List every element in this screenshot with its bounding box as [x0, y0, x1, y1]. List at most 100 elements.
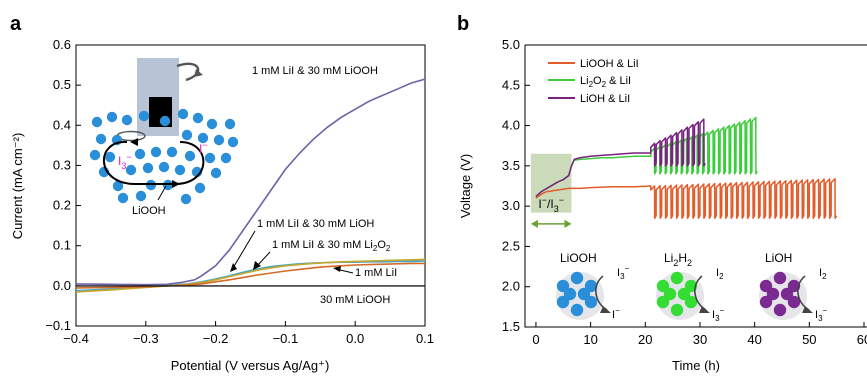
- b-insets: LiOOH Li2H2 LiOH I3− I− I2 I3− I2 I3−: [556, 251, 828, 323]
- a-particle: [158, 161, 170, 173]
- inset-liooh-label: LiOOH: [132, 205, 166, 217]
- a-ytick-label: 0.3: [53, 157, 71, 172]
- a-xtick-label: −0.3: [133, 331, 159, 346]
- b-inset-arrowhead-li2h2-icon: [699, 306, 710, 313]
- b-cluster-particle: [563, 287, 577, 301]
- b-cluster-particle: [556, 279, 570, 293]
- b-ylabel: Voltage (V): [458, 154, 473, 218]
- panel-label-b: b: [457, 13, 469, 35]
- b-series-li2o2_b: [535, 116, 758, 198]
- b-plot-frame: [524, 44, 867, 328]
- b-cluster-particle: [670, 303, 684, 317]
- a-particle: [213, 134, 225, 146]
- b-ytick-label: 1.5: [502, 319, 520, 334]
- b-cluster-particle: [570, 303, 584, 317]
- b-ytick-label: 4.0: [502, 118, 520, 133]
- a-particle: [117, 192, 129, 204]
- b-ytick-label: 3.0: [502, 198, 520, 213]
- a-particle: [159, 115, 171, 127]
- b-series: [535, 116, 838, 219]
- a-ylabel: Current (mA cm⁻²): [10, 133, 25, 240]
- b-inset-in-lioh: I2: [819, 267, 827, 281]
- b-cluster-particle: [584, 279, 598, 293]
- a-xtick-label: −0.1: [273, 331, 299, 346]
- b-cluster-particle: [773, 303, 787, 317]
- b-xtick-label: 10: [583, 332, 597, 347]
- a-pointer-li2o2lii-head-icon: [253, 261, 261, 270]
- cycle-arrowhead-right-icon: [172, 180, 180, 188]
- a-axis-labels: Potential (V versus Ag/Ag⁺) Current (mA …: [10, 133, 329, 373]
- b-ytick-label: 2.0: [502, 279, 520, 294]
- a-particle: [224, 118, 236, 130]
- inset-liooh-pointer: [157, 185, 167, 201]
- b-inset-out-liooh: I−: [612, 306, 620, 321]
- b-span-arrowhead-right-icon: [564, 219, 572, 228]
- a-pointer-liohlii: [232, 230, 256, 269]
- b-xtick-label: 60: [857, 332, 867, 347]
- inset-i-label: I−: [199, 140, 208, 156]
- b-cluster-particle: [577, 287, 591, 301]
- b-xtick-label: 20: [638, 332, 652, 347]
- b-cluster-particle: [684, 295, 698, 309]
- b-xtick-label: 30: [693, 332, 707, 347]
- b-cluster-particle: [773, 271, 787, 285]
- b-ytick-label: 3.5: [502, 158, 520, 173]
- b-xlabel: Time (h): [672, 358, 720, 373]
- b-shaded-region-label: I−/I3−: [538, 195, 564, 214]
- a-particle: [121, 114, 133, 126]
- b-inset-arrowhead-liooh-icon: [600, 306, 611, 313]
- a-particle: [135, 190, 147, 202]
- a-pointer-lii-head-icon: [333, 266, 341, 272]
- a-particle: [134, 148, 146, 160]
- panel-a: a −0.4 −0.3 −0.2 −0.1 0.0 0.1 −0.1 0.0 0.1 0.2 0.3…: [10, 13, 434, 373]
- a-ticks: −0.4 −0.3 −0.2 −0.1 0.0 0.1 −0.1 0.0 0.1 0.2 0.3 0.…: [45, 37, 434, 346]
- rotation-arrowhead-icon: [194, 69, 203, 77]
- b-cluster-particle: [556, 295, 570, 309]
- a-particle: [184, 150, 196, 162]
- b-inset-title-lioh: LiOH: [765, 251, 792, 265]
- a-particle: [204, 152, 216, 164]
- a-xtick-label: 0.0: [346, 331, 364, 346]
- b-ytick-label: 5.0: [502, 37, 520, 52]
- a-particle: [174, 164, 186, 176]
- a-particle: [220, 152, 232, 164]
- b-cluster-particle: [677, 287, 691, 301]
- legend-label-liooh: LiOOH & LiI: [580, 58, 639, 70]
- a-xlabel: Potential (V versus Ag/Ag⁺): [171, 358, 330, 373]
- b-xtick-label: 0: [532, 332, 539, 347]
- b-series-lioh_b: [535, 118, 706, 198]
- b-cluster-particle: [759, 295, 773, 309]
- a-particle: [197, 132, 209, 144]
- a-particle: [106, 111, 118, 123]
- inset-i3-label: I3−: [118, 152, 132, 171]
- a-particle: [166, 146, 178, 158]
- a-ytick-label: 0.4: [53, 117, 71, 132]
- b-ytick-label: 2.5: [502, 238, 520, 253]
- a-annotation-li2o2lii: 1 mM LiI & 30 mM Li2O2: [272, 239, 391, 253]
- a-particle: [91, 116, 103, 128]
- a-series-lioohlii: [75, 78, 426, 286]
- b-cluster-particle: [787, 295, 801, 309]
- rotation-arrow-icon: [176, 62, 200, 82]
- a-particle: [112, 180, 124, 192]
- a-annotation-liohlii: 1 mM LiI & 30 mM LiOH: [257, 218, 374, 230]
- a-particle: [192, 112, 204, 124]
- b-inset-title-li2h2: Li2H2: [664, 251, 692, 268]
- b-cluster-particle: [759, 279, 773, 293]
- b-axis-labels: Time (h) Voltage (V): [458, 154, 720, 373]
- b-legend: LiOOH & LiI Li2O2 & LiI LiOH & LiI: [548, 58, 639, 105]
- a-annotation-lioohlii: 1 mM LiI & 30 mM LiOOH: [252, 65, 378, 77]
- b-cluster-particle: [663, 287, 677, 301]
- b-cluster-particle: [570, 271, 584, 285]
- a-pointer-li2o2lii: [256, 251, 271, 267]
- a-particles: [89, 108, 239, 205]
- a-xtick-label: −0.4: [63, 331, 89, 346]
- b-shaded-label: I−/I3−: [530, 195, 572, 228]
- a-particle: [104, 151, 116, 163]
- b-cluster-particle: [780, 287, 794, 301]
- b-inset-in-li2h2: I2: [716, 267, 724, 281]
- b-inset-out-lioh: I3−: [815, 306, 828, 323]
- a-ytick-label: 0.1: [53, 238, 71, 253]
- b-ticks: 0 10 20 30 40 50 60 1.5 2.0 2.5 3.0 3.5 4.0 4.5 5.0: [502, 37, 867, 347]
